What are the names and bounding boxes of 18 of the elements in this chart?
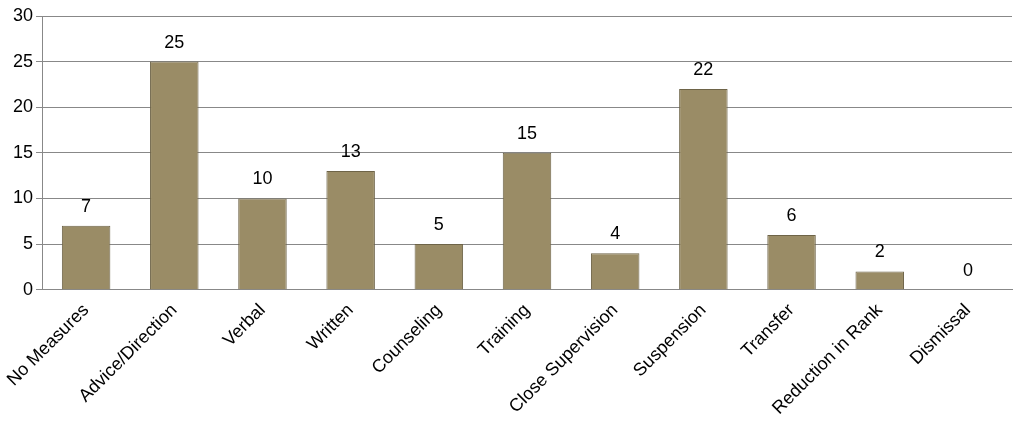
y-tick-label: 15 [12, 141, 34, 162]
data-label: 6 [786, 204, 797, 225]
y-tick-label: 5 [23, 233, 34, 254]
data-label: 15 [517, 122, 538, 143]
y-tick-label: 30 [12, 4, 34, 25]
data-label: 2 [874, 241, 885, 262]
data-label: 10 [252, 168, 273, 189]
y-tick-label: 10 [12, 187, 34, 208]
data-label: 7 [81, 195, 92, 216]
data-label: 0 [962, 259, 973, 280]
data-label: 22 [693, 58, 714, 79]
data-label: 25 [164, 31, 185, 52]
data-label: 5 [433, 214, 444, 235]
data-label: 13 [340, 141, 361, 162]
data-label: 4 [610, 223, 621, 244]
y-tick-label: 25 [12, 50, 34, 71]
y-tick-label: 0 [23, 278, 34, 299]
y-tick-label: 20 [12, 96, 34, 117]
